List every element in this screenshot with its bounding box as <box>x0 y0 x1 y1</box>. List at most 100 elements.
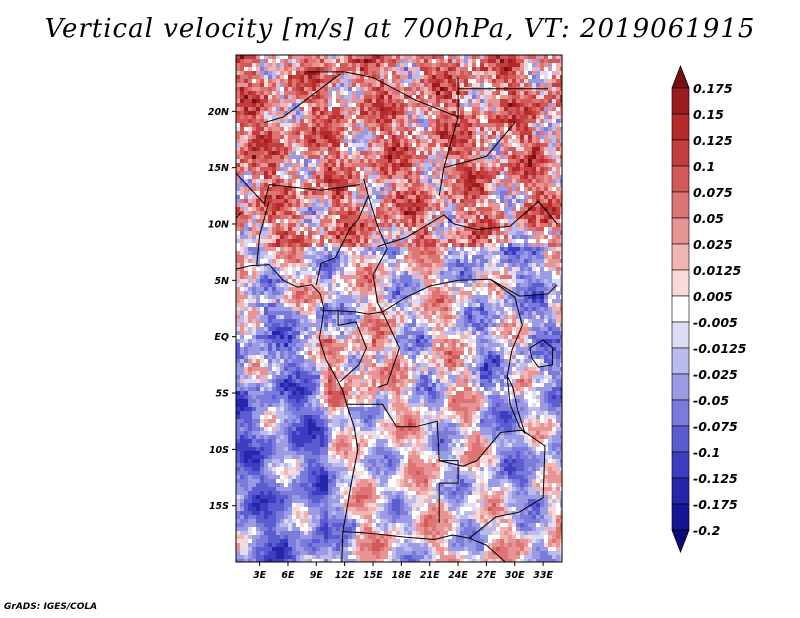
field-cell <box>348 251 352 255</box>
field-cell <box>368 111 372 115</box>
field-cell <box>384 199 388 203</box>
field-cell <box>344 239 348 243</box>
field-cell <box>316 95 320 99</box>
field-cell <box>428 259 432 263</box>
field-cell <box>496 63 500 67</box>
field-cell <box>432 271 436 275</box>
field-cell <box>332 259 336 263</box>
field-cell <box>352 87 356 91</box>
field-cell <box>444 151 448 155</box>
field-cell <box>448 75 452 79</box>
field-cell <box>336 271 340 275</box>
field-cell <box>492 263 496 267</box>
field-cell <box>272 163 276 167</box>
field-cell <box>432 179 436 183</box>
field-cell <box>296 55 300 59</box>
field-cell <box>348 159 352 163</box>
field-cell <box>508 183 512 187</box>
field-cell <box>428 83 432 87</box>
field-cell <box>248 211 252 215</box>
field-cell <box>356 163 360 167</box>
field-cell <box>428 63 432 67</box>
field-cell <box>532 79 536 83</box>
field-cell <box>432 79 436 83</box>
field-cell <box>252 55 256 59</box>
field-cell <box>268 267 272 271</box>
field-cell <box>260 143 264 147</box>
field-cell <box>536 79 540 83</box>
field-cell <box>472 127 476 131</box>
field-cell <box>404 287 408 291</box>
field-cell <box>512 179 516 183</box>
field-cell <box>460 235 464 239</box>
field-cell <box>240 163 244 167</box>
field-cell <box>536 219 540 223</box>
field-cell <box>296 291 300 295</box>
field-cell <box>516 263 520 267</box>
field-cell <box>444 271 448 275</box>
field-cell <box>360 231 364 235</box>
field-cell <box>436 191 440 195</box>
field-cell <box>436 163 440 167</box>
field-cell <box>252 115 256 119</box>
field-cell <box>300 63 304 67</box>
field-cell <box>436 179 440 183</box>
field-cell <box>336 259 340 263</box>
field-cell <box>468 183 472 187</box>
field-cell <box>268 279 272 283</box>
field-cell <box>552 87 556 91</box>
field-cell <box>484 63 488 67</box>
field-cell <box>292 239 296 243</box>
field-cell <box>516 147 520 151</box>
field-cell <box>276 151 280 155</box>
field-cell <box>420 235 424 239</box>
field-cell <box>404 275 408 279</box>
field-cell <box>548 139 552 143</box>
field-cell <box>332 167 336 171</box>
field-cell <box>376 247 380 251</box>
field-cell <box>524 119 528 123</box>
field-cell <box>520 63 524 67</box>
field-cell <box>392 79 396 83</box>
field-cell <box>424 83 428 87</box>
field-cell <box>236 107 240 111</box>
field-cell <box>388 119 392 123</box>
field-cell <box>300 155 304 159</box>
field-cell <box>436 267 440 271</box>
field-cell <box>396 211 400 215</box>
field-cell <box>552 91 556 95</box>
field-cell <box>372 67 376 71</box>
field-cell <box>384 103 388 107</box>
field-cell <box>424 223 428 227</box>
field-cell <box>376 91 380 95</box>
field-cell <box>492 67 496 71</box>
field-cell <box>444 251 448 255</box>
field-cell <box>268 207 272 211</box>
field-cell <box>544 75 548 79</box>
field-cell <box>420 163 424 167</box>
field-cell <box>236 255 240 259</box>
field-cell <box>272 175 276 179</box>
field-cell <box>384 279 388 283</box>
field-cell <box>272 231 276 235</box>
field-cell <box>504 187 508 191</box>
field-cell <box>448 235 452 239</box>
field-cell <box>260 195 264 199</box>
field-cell <box>508 279 512 283</box>
field-cell <box>480 63 484 67</box>
field-cell <box>452 71 456 75</box>
field-cell <box>280 199 284 203</box>
field-cell <box>492 55 496 59</box>
field-cell <box>508 131 512 135</box>
field-cell <box>520 251 524 255</box>
field-cell <box>316 99 320 103</box>
field-cell <box>416 163 420 167</box>
field-cell <box>300 275 304 279</box>
field-cell <box>488 259 492 263</box>
field-cell <box>340 143 344 147</box>
field-cell <box>288 159 292 163</box>
field-cell <box>344 159 348 163</box>
field-cell <box>428 95 432 99</box>
field-cell <box>520 247 524 251</box>
field-cell <box>508 139 512 143</box>
